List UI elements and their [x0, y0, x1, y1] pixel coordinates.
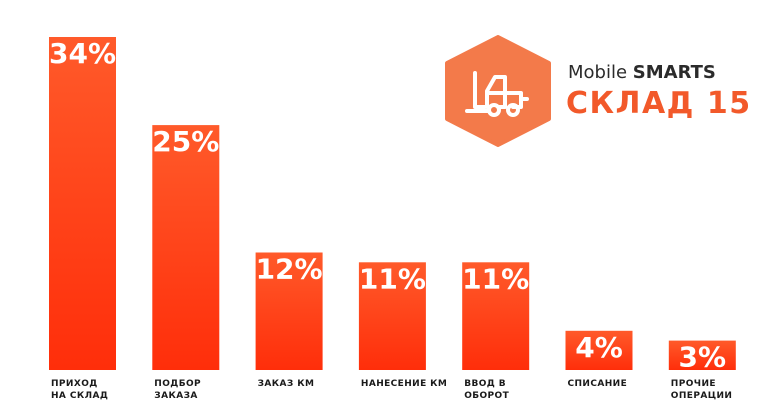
bar-value-label: 3%: [679, 341, 727, 374]
category-labels-group: ПРИХОД НА СКЛАД ПОДБОР ЗАКАЗА ЗАКАЗ КМ НАНЕСЕ…: [51, 379, 732, 401]
product-title: СКЛАД 15: [566, 86, 752, 121]
category-label: ПРИХОД: [51, 379, 98, 389]
bar: [462, 262, 530, 370]
brand-name: Mobile SMARTS: [568, 62, 716, 83]
category-label: ОБОРОТ: [464, 391, 509, 401]
bar-value-label: 4%: [575, 331, 623, 364]
bars-group: 34% 25% 12% 11% 11% 4% 3%: [49, 37, 736, 374]
bar: [668, 340, 736, 370]
bar: [358, 262, 426, 370]
bar: [49, 37, 116, 370]
category-label: ВВОД В: [464, 379, 506, 389]
category-label: ОПЕРАЦИИ: [671, 391, 733, 401]
bar-value-label: 12%: [256, 253, 323, 286]
bar-value-label: 11%: [462, 262, 529, 295]
category-label: ЗАКАЗА: [154, 391, 197, 401]
category-label: ПОДБОР: [154, 379, 201, 389]
category-label: НАНЕСЕНИЕ КМ: [361, 379, 447, 389]
bar-value-label: 34%: [49, 37, 116, 70]
bar-value-label: 25%: [152, 125, 219, 158]
forklift-icon: [445, 35, 551, 147]
brand-name-regular: Mobile: [568, 62, 633, 83]
bar: [255, 252, 323, 370]
bar: [565, 330, 633, 370]
category-label: СПИСАНИЕ: [568, 379, 628, 389]
category-label: ПРОЧИЕ: [671, 379, 716, 389]
category-label: ЗАКАЗ КМ: [258, 379, 315, 389]
bar-value-label: 11%: [359, 262, 426, 295]
brand-name-bold: SMARTS: [632, 62, 716, 83]
bar: [152, 125, 220, 370]
category-label: НА СКЛАД: [51, 391, 108, 401]
